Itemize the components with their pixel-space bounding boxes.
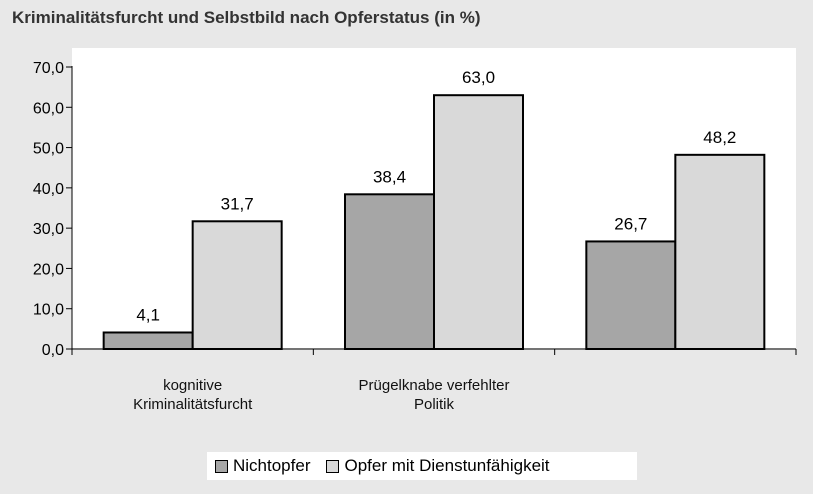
bar-nichtopfer-1 — [344, 193, 435, 350]
y-tick-label: 70,0 — [33, 60, 64, 77]
data-labels: 4,1 31,7 38,4 63,0 26,7 48,2 — [136, 68, 736, 324]
legend-swatch-opfer — [326, 459, 340, 473]
y-tick-label: 20,0 — [33, 261, 64, 278]
category-label: Prügelknabe verfehlter — [359, 377, 510, 394]
legend-item-nichtopfer: Nichtopfer — [215, 456, 310, 476]
bars — [102, 94, 766, 351]
data-label: 48,2 — [703, 128, 736, 147]
y-axis: 0,0 10,0 20,0 30,0 40,0 50,0 60,0 70,0 — [33, 60, 73, 359]
bar-nichtopfer-0 — [102, 331, 194, 350]
bar-opfer-mit-dienstunfähigkeit-2 — [674, 153, 766, 350]
data-label: 63,0 — [462, 68, 495, 87]
data-label: 26,7 — [614, 214, 647, 233]
bar-nichtopfer-2 — [585, 240, 677, 351]
y-tick-label: 40,0 — [33, 181, 64, 198]
bar-opfer-mit-dienstunfähigkeit-1 — [433, 94, 524, 350]
data-label: 38,4 — [373, 167, 406, 186]
legend-label-nichtopfer: Nichtopfer — [233, 456, 311, 475]
category-label: Kriminalitätsfurcht — [133, 396, 253, 413]
bar-opfer-mit-dienstunfähigkeit-0 — [191, 220, 283, 350]
category-label: kognitive — [163, 377, 222, 394]
legend-item-opfer: Opfer mit Dienstunfähigkeit — [326, 456, 550, 476]
y-tick-label: 10,0 — [33, 302, 64, 319]
category-label: Politik — [414, 396, 455, 413]
y-tick-label: 30,0 — [33, 221, 64, 238]
data-label: 31,7 — [221, 194, 254, 213]
chart-title: Kriminalitätsfurcht und Selbstbild nach … — [12, 8, 481, 27]
data-label: 4,1 — [136, 305, 160, 324]
y-tick-label: 0,0 — [42, 342, 64, 359]
category-labels: kognitive Kriminalitätsfurcht Prügelknabe … — [133, 377, 509, 413]
legend: Nichtopfer Opfer mit Dienstunfähigkeit — [207, 452, 637, 480]
y-tick-label: 50,0 — [33, 141, 64, 158]
y-tick-label: 60,0 — [33, 100, 64, 117]
legend-swatch-nichtopfer — [215, 459, 228, 473]
legend-label-opfer: Opfer mit Dienstunfähigkeit — [344, 456, 550, 475]
